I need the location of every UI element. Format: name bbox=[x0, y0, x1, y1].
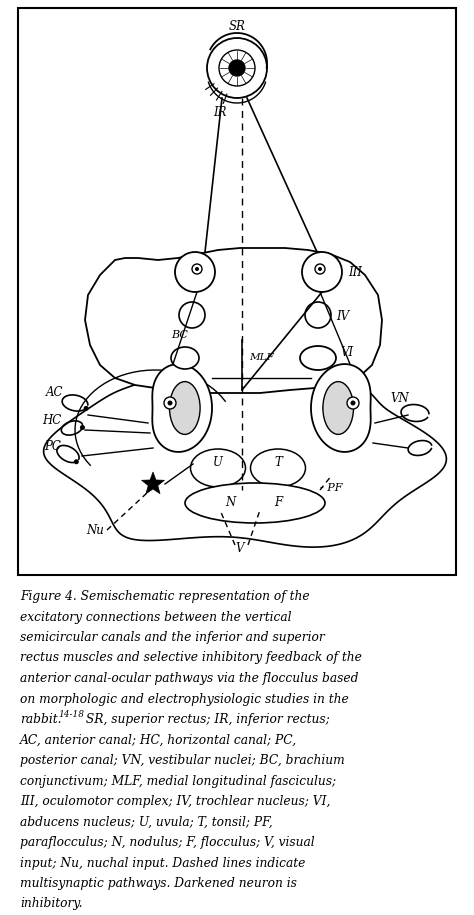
Circle shape bbox=[229, 60, 245, 76]
Circle shape bbox=[347, 397, 359, 409]
Text: SR: SR bbox=[228, 19, 246, 33]
Text: V: V bbox=[236, 542, 244, 554]
Circle shape bbox=[207, 38, 267, 98]
Text: multisynaptic pathways. Darkened neuron is: multisynaptic pathways. Darkened neuron … bbox=[20, 877, 297, 890]
Text: - PF: - PF bbox=[320, 483, 343, 493]
Circle shape bbox=[175, 252, 215, 292]
Text: 14-18: 14-18 bbox=[58, 710, 84, 719]
Polygon shape bbox=[152, 364, 212, 452]
Ellipse shape bbox=[170, 382, 200, 435]
Text: U: U bbox=[213, 457, 223, 469]
Polygon shape bbox=[44, 348, 447, 547]
Ellipse shape bbox=[250, 449, 306, 487]
Text: abducens nucleus; U, uvula; T, tonsil; PF,: abducens nucleus; U, uvula; T, tonsil; P… bbox=[20, 815, 273, 828]
Text: VI: VI bbox=[340, 347, 353, 360]
Bar bbox=[18, 8, 456, 575]
Circle shape bbox=[305, 302, 331, 328]
Text: rabbit.: rabbit. bbox=[20, 713, 62, 726]
Circle shape bbox=[167, 401, 173, 405]
Ellipse shape bbox=[300, 346, 336, 370]
Circle shape bbox=[179, 302, 205, 328]
Text: III, oculomotor complex; IV, trochlear nucleus; VI,: III, oculomotor complex; IV, trochlear n… bbox=[20, 795, 330, 808]
Text: input; Nu, nuchal input. Dashed lines indicate: input; Nu, nuchal input. Dashed lines in… bbox=[20, 856, 305, 869]
Text: PC: PC bbox=[45, 439, 62, 453]
Circle shape bbox=[302, 252, 342, 292]
Text: VN: VN bbox=[390, 392, 409, 404]
Text: Nu: Nu bbox=[86, 523, 104, 536]
Text: IR: IR bbox=[213, 105, 227, 119]
Circle shape bbox=[318, 267, 322, 271]
Text: AC, anterior canal; HC, horizontal canal; PC,: AC, anterior canal; HC, horizontal canal… bbox=[20, 734, 297, 747]
Ellipse shape bbox=[191, 449, 246, 487]
Circle shape bbox=[350, 401, 356, 405]
Text: excitatory connections between the vertical: excitatory connections between the verti… bbox=[20, 610, 292, 623]
Text: rectus muscles and selective inhibitory feedback of the: rectus muscles and selective inhibitory … bbox=[20, 651, 362, 664]
Text: Figure 4. Semischematic representation of the: Figure 4. Semischematic representation o… bbox=[20, 590, 310, 603]
Text: IV: IV bbox=[336, 310, 349, 324]
Text: HC: HC bbox=[42, 414, 62, 426]
Text: paraflocculus; N, nodulus; F, flocculus; V, visual: paraflocculus; N, nodulus; F, flocculus;… bbox=[20, 836, 315, 849]
Circle shape bbox=[192, 264, 202, 274]
Text: conjunctivum; MLF, medial longitudinal fasciculus;: conjunctivum; MLF, medial longitudinal f… bbox=[20, 774, 336, 788]
Polygon shape bbox=[85, 248, 382, 393]
Circle shape bbox=[164, 397, 176, 409]
Text: III: III bbox=[348, 265, 362, 278]
Text: MLF: MLF bbox=[249, 353, 274, 362]
Ellipse shape bbox=[323, 382, 354, 435]
Text: N: N bbox=[225, 497, 235, 510]
Text: F: F bbox=[274, 497, 282, 510]
Polygon shape bbox=[142, 472, 164, 494]
Text: inhibitory.: inhibitory. bbox=[20, 898, 82, 910]
Ellipse shape bbox=[171, 347, 199, 369]
Circle shape bbox=[195, 267, 199, 271]
Circle shape bbox=[83, 406, 89, 411]
Circle shape bbox=[315, 264, 325, 274]
Ellipse shape bbox=[185, 483, 325, 523]
Text: anterior canal-ocular pathways via the flocculus based: anterior canal-ocular pathways via the f… bbox=[20, 672, 358, 685]
Text: SR, superior rectus; IR, inferior rectus;: SR, superior rectus; IR, inferior rectus… bbox=[82, 713, 330, 726]
Text: T: T bbox=[274, 457, 282, 469]
Text: semicircular canals and the inferior and superior: semicircular canals and the inferior and… bbox=[20, 631, 325, 644]
Polygon shape bbox=[311, 364, 371, 452]
Text: BC: BC bbox=[172, 330, 189, 340]
Text: on morphologic and electrophysiologic studies in the: on morphologic and electrophysiologic st… bbox=[20, 693, 349, 705]
Circle shape bbox=[80, 425, 85, 430]
Text: AC: AC bbox=[46, 385, 64, 399]
Text: posterior canal; VN, vestibular nuclei; BC, brachium: posterior canal; VN, vestibular nuclei; … bbox=[20, 754, 345, 767]
Circle shape bbox=[74, 459, 79, 464]
